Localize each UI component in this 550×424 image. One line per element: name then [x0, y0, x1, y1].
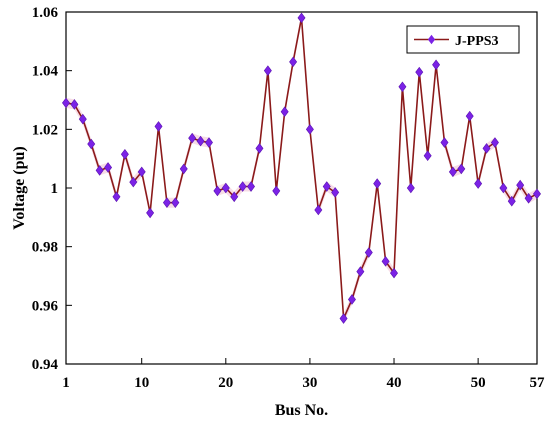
data-point-marker	[390, 267, 398, 279]
data-point-marker	[465, 110, 474, 122]
data-point-marker	[280, 106, 289, 118]
data-point-marker	[322, 181, 331, 192]
data-point-marker	[305, 124, 314, 135]
data-point-marker	[247, 181, 256, 192]
data-point-marker	[364, 247, 373, 258]
x-tick-label: 40	[387, 375, 402, 391]
data-point-marker	[499, 182, 508, 194]
data-point-marker	[205, 137, 213, 148]
data-point-marker	[356, 266, 365, 277]
x-tick-label: 50	[471, 375, 486, 391]
data-point-marker	[440, 137, 449, 148]
data-point-marker	[373, 178, 382, 189]
data-point-marker	[120, 148, 129, 160]
y-tick-label: 1.06	[32, 5, 59, 21]
y-tick-label: 1.02	[32, 122, 58, 138]
series-fill-layer	[66, 12, 537, 324]
y-tick-label: 1	[51, 181, 59, 197]
x-tick-label: 10	[134, 375, 149, 391]
y-axis-title: Voltage (pu)	[11, 146, 28, 229]
data-point-marker	[297, 12, 306, 24]
series-line-layer	[65, 17, 538, 320]
data-point-marker	[423, 150, 432, 162]
data-point-marker	[104, 162, 113, 173]
legend: J-PPS3	[406, 25, 520, 54]
data-point-marker	[482, 143, 491, 154]
data-point-marker	[381, 256, 390, 267]
x-tick-label: 57	[530, 375, 546, 391]
data-point-marker	[188, 132, 197, 144]
x-axis-title: Bus No.	[275, 402, 328, 419]
series-fill-band	[66, 12, 537, 324]
data-point-marker	[112, 191, 121, 203]
data-point-marker	[196, 135, 205, 147]
data-point-marker	[474, 178, 483, 189]
y-tick-label: 1.04	[32, 64, 59, 80]
plot-frame	[65, 11, 538, 365]
data-point-marker	[213, 185, 222, 197]
data-point-marker	[230, 191, 239, 203]
data-point-marker	[331, 187, 340, 198]
series-marker-layer	[62, 12, 541, 324]
legend-label: J-PPS3	[455, 34, 499, 49]
data-point-marker	[533, 188, 541, 200]
data-point-marker	[162, 197, 171, 208]
data-point-marker	[255, 143, 264, 154]
y-tick-label: 0.94	[32, 357, 59, 373]
data-point-marker	[137, 166, 146, 178]
data-point-marker	[457, 163, 466, 175]
data-point-marker	[272, 185, 281, 197]
y-tick-label: 0.96	[32, 298, 59, 314]
data-point-marker	[146, 207, 155, 219]
data-point-marker	[221, 182, 230, 194]
x-tick-label: 30	[302, 375, 317, 391]
data-point-marker	[263, 65, 272, 76]
data-point-marker	[171, 197, 180, 208]
data-point-marker	[432, 59, 441, 71]
data-point-marker	[87, 138, 96, 150]
data-point-marker	[507, 195, 516, 207]
data-point-marker	[238, 181, 247, 192]
data-point-marker	[448, 166, 457, 178]
x-tick-label: 20	[218, 375, 233, 391]
data-point-marker	[490, 137, 499, 148]
data-point-marker	[415, 66, 424, 78]
data-point-marker	[347, 294, 356, 305]
tick-label-layer: 1 10 20 30 40 50 57 0.94 0.96 0.98 1 1.02 1.04 1.06	[32, 5, 545, 391]
data-point-marker	[314, 204, 323, 216]
series-line	[65, 17, 538, 320]
data-point-marker	[95, 165, 104, 176]
data-point-marker	[289, 56, 298, 68]
data-point-marker	[129, 176, 138, 188]
data-point-marker	[70, 99, 79, 110]
data-point-marker	[78, 113, 87, 125]
data-point-marker	[524, 192, 533, 204]
data-point-marker	[339, 313, 348, 324]
data-point-marker	[179, 163, 188, 175]
data-point-marker	[398, 81, 407, 93]
data-point-marker	[154, 121, 163, 132]
legend-marker-swatch	[427, 34, 436, 45]
tick-layer	[65, 11, 538, 365]
data-point-marker	[516, 179, 525, 191]
x-tick-label: 1	[62, 375, 70, 391]
data-point-marker	[62, 97, 70, 109]
data-point-marker	[406, 182, 415, 194]
y-tick-label: 0.98	[32, 240, 58, 256]
